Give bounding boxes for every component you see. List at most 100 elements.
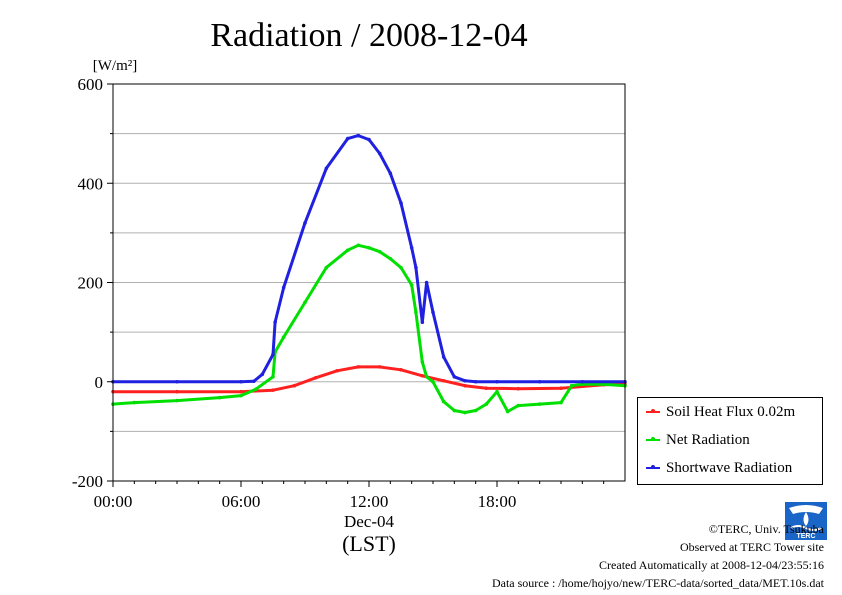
data-point-net-radiation [175,398,179,403]
data-point-shortwave-radiation [537,379,542,384]
data-point-net-radiation [281,335,286,339]
legend-item-soil-heat-flux: Soil Heat Flux 0.02m [646,403,795,421]
data-point-net-radiation [399,265,403,270]
data-point-net-radiation [132,400,137,405]
series-layer [111,133,627,415]
series-line-net-radiation [112,243,626,414]
data-point-shortwave-radiation [271,352,275,357]
x-axis-timezone-label: (LST) [342,531,396,556]
data-point-soil-heat-flux-0-02m [335,369,339,373]
legend-swatch-shortwave [646,465,660,469]
y-tick-label: 200 [78,274,104,293]
data-point-net-radiation [424,374,429,379]
data-point-shortwave-radiation [273,320,277,325]
y-tick-label: 600 [78,75,104,94]
y-tick-label: 400 [78,174,104,193]
data-point-shortwave-radiation [356,133,361,138]
data-point-net-radiation [516,403,521,408]
data-point-soil-heat-flux-0-02m [441,378,446,383]
data-point-soil-heat-flux-0-02m [313,375,318,380]
data-point-shortwave-radiation [345,136,350,141]
footer-copyright: ©TERC, Univ. Tsukuba [708,522,824,536]
data-point-soil-heat-flux-0-02m [175,389,179,394]
data-point-soil-heat-flux-0-02m [420,373,425,378]
series-line-shortwave-radiation [113,134,625,384]
data-point-soil-heat-flux-0-02m [377,365,382,369]
data-point-shortwave-radiation [441,355,446,359]
y-tick-label: -200 [72,472,103,491]
data-point-shortwave-radiation [252,379,256,384]
data-point-net-radiation [271,374,275,379]
chart-title: Radiation / 2008-12-04 [210,17,527,54]
x-tick-label: 00:00 [94,492,133,511]
svg-text:TERC: TERC [796,533,815,540]
legend-swatch-soil [646,409,660,413]
data-point-net-radiation [431,379,435,384]
data-point-shortwave-radiation [303,221,307,225]
data-point-net-radiation [580,382,585,387]
legend-swatch-net [646,437,660,441]
data-point-net-radiation [303,300,307,305]
data-point-shortwave-radiation [324,166,329,171]
data-point-net-radiation [569,383,574,388]
data-point-net-radiation [484,402,489,406]
data-point-net-radiation [239,393,243,398]
legend-label-net: Net Radiation [666,431,750,448]
data-point-net-radiation [559,400,563,405]
data-point-net-radiation [254,387,258,391]
x-axis-date-label: Dec-04 [344,512,395,531]
data-point-shortwave-radiation [431,310,435,315]
legend-label-shortwave: Shortwave Radiation [666,459,793,476]
x-tick-label: 18:00 [478,492,517,511]
data-point-shortwave-radiation [452,374,457,379]
data-point-net-radiation [452,408,457,413]
data-point-soil-heat-flux-0-02m [399,368,403,372]
data-point-net-radiation [473,408,478,413]
legend-label-soil: Soil Heat Flux 0.02m [666,403,796,420]
data-point-net-radiation [505,409,510,414]
data-point-shortwave-radiation [424,280,429,285]
legend-item-net-radiation: Net Radiation [646,431,750,449]
tick-labels: -200 0 200 400 600 00:00 06:00 12:00 18:00 [72,75,605,511]
data-point-soil-heat-flux-0-02m [356,365,361,369]
data-point-shortwave-radiation [473,379,478,384]
data-point-shortwave-radiation [260,372,265,377]
data-point-shortwave-radiation [175,379,179,384]
x-tick-label: 06:00 [222,492,261,511]
data-point-shortwave-radiation [580,379,585,384]
data-point-shortwave-radiation [463,378,467,383]
data-point-soil-heat-flux-0-02m [271,388,275,392]
data-point-shortwave-radiation [367,137,371,142]
data-point-net-radiation [367,245,371,250]
grid-lines [113,133,625,432]
y-axis-unit: [W/m²] [93,58,137,74]
data-point-shortwave-radiation [377,151,382,156]
data-point-net-radiation [345,248,350,253]
data-point-net-radiation [537,402,542,406]
data-point-shortwave-radiation [414,265,418,270]
data-point-net-radiation [441,399,446,404]
data-point-net-radiation [414,310,418,315]
data-point-net-radiation [217,395,222,400]
data-point-net-radiation [356,243,361,248]
data-point-shortwave-radiation [495,379,499,384]
data-point-net-radiation [420,360,425,364]
data-point-soil-heat-flux-0-02m [484,386,489,391]
data-point-shortwave-radiation [420,320,425,325]
data-point-shortwave-radiation [281,285,286,290]
data-point-soil-heat-flux-0-02m [292,383,297,388]
data-point-soil-heat-flux-0-02m [239,389,243,394]
data-point-net-radiation [601,382,606,387]
series-line-soil-heat-flux-0-02m [113,365,626,394]
footer-observed: Observed at TERC Tower site [679,540,824,554]
data-point-net-radiation [377,249,382,254]
data-point-net-radiation [388,256,393,261]
x-tick-label: 12:00 [350,492,389,511]
data-point-shortwave-radiation [399,201,403,205]
data-point-soil-heat-flux-0-02m [463,383,467,388]
footer-source: Data source : /home/hojyo/new/TERC-data/… [491,576,824,590]
data-point-soil-heat-flux-0-02m [559,386,563,391]
chart-legend: Soil Heat Flux 0.02m Net Radiation Short… [637,397,823,485]
data-point-net-radiation [324,265,329,270]
